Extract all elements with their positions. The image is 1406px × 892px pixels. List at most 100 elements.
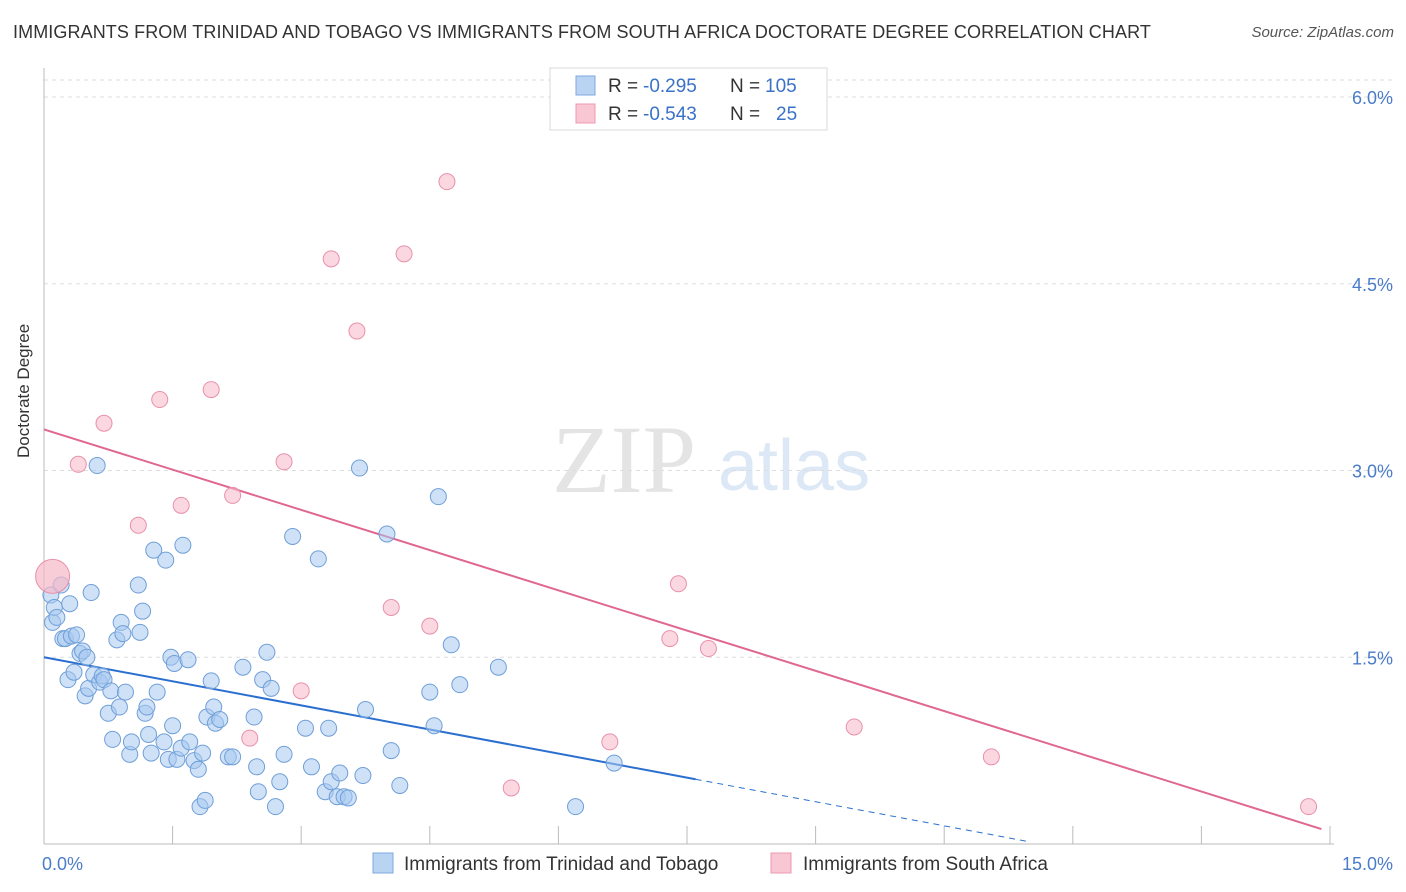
blue-point (68, 626, 86, 644)
pink-point (845, 718, 863, 736)
legend-swatch-pink (575, 103, 596, 124)
blue-point (116, 683, 134, 701)
legend-swatch-blue (575, 75, 596, 96)
blue-point (442, 636, 460, 654)
blue-point (429, 488, 447, 506)
blue-point (309, 550, 327, 568)
blue-point (357, 701, 374, 719)
blue-point (302, 758, 320, 776)
pink-point (172, 496, 190, 514)
blue-point (134, 602, 152, 620)
blue-point (110, 698, 128, 716)
y-tick-label: 4.5% (1352, 275, 1393, 295)
y-tick-label: 1.5% (1352, 648, 1393, 668)
blue-point (78, 648, 96, 666)
bottom-legend-label: Immigrants from Trinidad and Tobago (404, 854, 718, 875)
blue-point (145, 541, 163, 559)
y-tick-label: 3.0% (1352, 462, 1393, 482)
blue-point (378, 525, 396, 543)
blue-point (258, 643, 276, 661)
pink-point (292, 682, 310, 700)
axes (43, 68, 1334, 845)
blue-point (248, 758, 266, 776)
blue-point (275, 745, 293, 763)
blue-point (211, 711, 229, 728)
blue-point (157, 551, 175, 569)
blue-point (451, 676, 469, 694)
pink-point (95, 414, 113, 432)
blue-point (65, 663, 83, 681)
pink-point (224, 486, 242, 504)
pink-point (1300, 798, 1318, 816)
legend-box: R = -0.295 N = 105 R = -0.543 N = 25 (549, 67, 828, 131)
watermark-zip: ZIP (552, 406, 696, 513)
pink-point (241, 729, 259, 747)
watermark-atlas: atlas (718, 426, 870, 506)
blue-point (421, 683, 439, 701)
blue-point (605, 754, 623, 772)
tick-labels: 1.5% 3.0% 4.5% 6.0% 0.0% 15.0% (42, 88, 1393, 874)
blue-point (61, 595, 79, 613)
blue-point (129, 576, 147, 594)
x-tick-label: 15.0% (1342, 854, 1393, 874)
legend-n-value: 105 (765, 76, 797, 97)
blue-point (331, 764, 349, 782)
blue-point (234, 658, 252, 676)
pink-point (69, 455, 87, 473)
blue-point (142, 744, 160, 762)
pink-point (502, 779, 520, 797)
legend-n-label: N = (730, 76, 760, 97)
pink-point (395, 245, 413, 263)
blue-point (148, 683, 166, 701)
blue-point (296, 719, 314, 737)
gridlines (44, 79, 1394, 658)
blue-trend-line (43, 656, 696, 781)
bottom-legend: Immigrants from Trinidad and Tobago Immi… (372, 852, 1048, 875)
blue-point (189, 760, 207, 778)
blue-point (350, 459, 368, 477)
watermark: ZIP atlas (552, 406, 870, 513)
pink-point (129, 516, 147, 534)
blue-point (382, 742, 400, 760)
blue-point (271, 773, 289, 791)
blue-point (138, 698, 156, 716)
blue-point (339, 789, 357, 807)
trend-lines (43, 428, 1322, 843)
blue-point (114, 625, 132, 643)
legend-r-label: R = (608, 76, 638, 97)
pink-point (661, 630, 679, 648)
blue-point (88, 457, 106, 475)
blue-point (567, 798, 585, 816)
blue-point (48, 608, 66, 626)
pink-point (322, 250, 340, 268)
pink-trend-line (43, 428, 1322, 831)
blue-point (174, 536, 192, 554)
blue-point (245, 708, 263, 726)
blue-point (181, 733, 199, 751)
blue-point (104, 730, 122, 748)
pink-point (669, 575, 687, 593)
blue-point (164, 717, 182, 735)
blue-point (82, 584, 100, 602)
blue-point (196, 791, 214, 809)
blue-point (122, 733, 140, 751)
blue-point (194, 744, 212, 762)
pink-point (275, 453, 293, 471)
x-tick-label: 0.0% (42, 854, 83, 874)
blue-point (224, 748, 242, 766)
y-tick-label: 6.0% (1352, 88, 1393, 108)
blue-point (489, 658, 507, 676)
blue-point (266, 798, 284, 816)
blue-point (140, 725, 158, 743)
blue-point (284, 527, 302, 545)
pink-point (699, 640, 717, 658)
pink-point (35, 558, 71, 594)
blue-point (391, 776, 409, 794)
blue-point (131, 623, 149, 641)
pink-point (421, 617, 439, 635)
pink-point (982, 748, 1000, 766)
legend-r-value: -0.295 (643, 76, 697, 97)
blue-point (425, 717, 443, 735)
blue-point (354, 767, 372, 785)
